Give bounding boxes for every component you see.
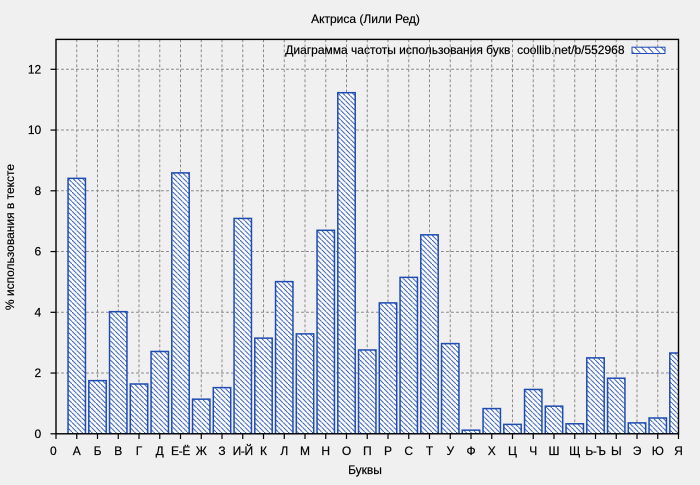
svg-text:Ю: Ю	[652, 444, 664, 458]
svg-text:Ч: Ч	[529, 444, 537, 458]
svg-text:Ы: Ы	[611, 444, 622, 458]
svg-text:Р: Р	[384, 444, 392, 458]
svg-text:К: К	[260, 444, 267, 458]
svg-text:Б: Б	[94, 444, 102, 458]
svg-text:Л: Л	[280, 444, 288, 458]
svg-text:8: 8	[35, 184, 42, 198]
svg-text:В: В	[114, 444, 122, 458]
svg-text:Д: Д	[156, 444, 164, 458]
svg-text:0: 0	[50, 444, 57, 458]
svg-text:Ц: Ц	[508, 444, 517, 458]
svg-text:Ж: Ж	[196, 444, 207, 458]
svg-text:Ш: Ш	[549, 444, 560, 458]
svg-text:Я: Я	[674, 444, 683, 458]
svg-text:% использования в тексте: % использования в тексте	[3, 164, 17, 310]
svg-text:Ь-Ъ: Ь-Ъ	[585, 444, 605, 458]
svg-text:6: 6	[35, 245, 42, 259]
svg-text:Буквы: Буквы	[348, 463, 382, 477]
svg-text:С: С	[404, 444, 413, 458]
svg-text:О: О	[342, 444, 351, 458]
svg-text:Щ: Щ	[569, 444, 580, 458]
svg-text:2: 2	[35, 366, 42, 380]
svg-text:Х: Х	[488, 444, 496, 458]
svg-text:П: П	[363, 444, 372, 458]
svg-text:Г: Г	[136, 444, 143, 458]
svg-text:Э: Э	[633, 444, 642, 458]
svg-text:А: А	[73, 444, 81, 458]
svg-text:Т: Т	[426, 444, 434, 458]
svg-text:0: 0	[35, 427, 42, 441]
svg-text:У: У	[446, 444, 454, 458]
svg-text:И-Й: И-Й	[233, 443, 253, 458]
svg-text:Е-Ё: Е-Ё	[171, 444, 190, 458]
svg-text:З: З	[218, 444, 225, 458]
svg-text:Н: Н	[321, 444, 330, 458]
svg-text:4: 4	[35, 305, 42, 319]
svg-text:М: М	[300, 444, 310, 458]
svg-text:Диаграмма частоты использовани: Диаграмма частоты использования букв coo…	[285, 43, 625, 57]
svg-text:10: 10	[28, 123, 42, 137]
svg-text:Ф: Ф	[466, 444, 475, 458]
svg-text:Актриса (Лили Ред): Актриса (Лили Ред)	[311, 12, 420, 26]
svg-text:12: 12	[28, 62, 42, 76]
